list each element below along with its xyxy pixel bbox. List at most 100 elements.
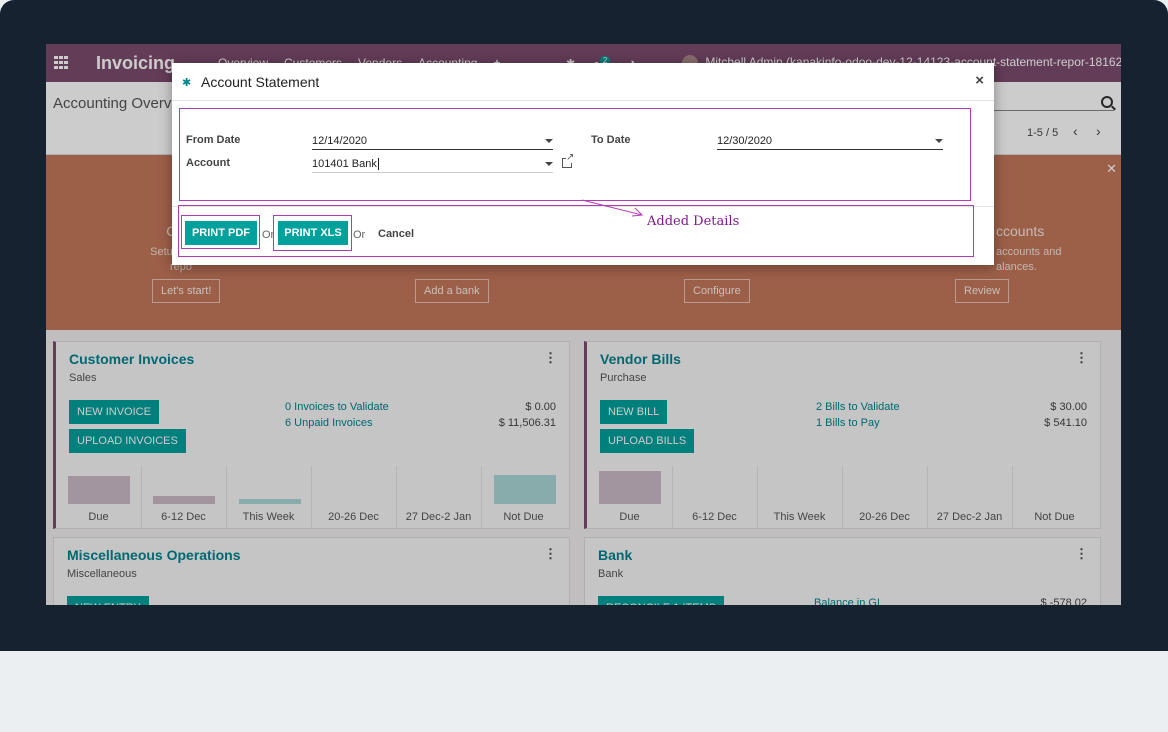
account-statement-dialog: ✱ Account Statement × From Date 12/14/20… <box>172 63 994 265</box>
app-title[interactable]: Invoicing <box>96 53 176 73</box>
aging-graph: Due 6-12 Dec This Week 20-26 Dec 27 Dec-… <box>56 466 569 528</box>
or-text: Or <box>353 229 366 241</box>
amount-to-validate: $ 30.00 <box>1050 401 1087 413</box>
lets-start-button[interactable]: Let's start! <box>152 279 221 303</box>
to-date-label: To Date <box>591 134 631 146</box>
kebab-menu-icon[interactable]: ⋮ <box>1075 546 1088 561</box>
print-xls-button[interactable]: PRINT XLS <box>278 221 348 245</box>
graph-label: Due <box>88 511 109 523</box>
card-title[interactable]: Customer Invoices <box>69 351 195 367</box>
annotation-text: Added Details <box>647 214 740 229</box>
unpaid-invoices-link[interactable]: 6 Unpaid Invoices <box>285 417 373 429</box>
reconcile-button[interactable]: RECONCILE 1 ITEMS <box>598 596 725 605</box>
graph-bar-due[interactable] <box>599 471 661 504</box>
add-bank-button[interactable]: Add a bank <box>415 279 489 303</box>
from-date-value: 12/14/2020 <box>312 135 368 147</box>
kebab-menu-icon[interactable]: ⋮ <box>544 546 557 561</box>
graph-divider <box>481 466 482 528</box>
chevron-down-icon[interactable] <box>545 162 553 166</box>
dialog-header: ✱ Account Statement × <box>172 63 994 101</box>
chevron-left-icon[interactable]: ‹ <box>1073 123 1078 139</box>
step-title: ccounts <box>996 223 1045 239</box>
cancel-button[interactable]: Cancel <box>378 228 415 240</box>
balance-gl-amount: $ -578.02 <box>1040 597 1087 605</box>
bug-icon: ✱ <box>182 77 192 89</box>
graph-divider <box>311 466 312 528</box>
account-label: Account <box>186 157 230 169</box>
graph-bar-6-12-dec[interactable] <box>153 496 215 504</box>
kebab-menu-icon[interactable]: ⋮ <box>1075 350 1088 365</box>
card-subtitle: Purchase <box>600 372 647 384</box>
graph-label: Due <box>619 511 640 523</box>
to-date-field[interactable]: 12/30/2020 <box>717 132 943 150</box>
graph-divider <box>842 466 843 528</box>
onboarding-step-accounts: ccounts accounts and alances. <box>881 223 1111 275</box>
graph-divider <box>141 466 142 528</box>
chevron-down-icon[interactable] <box>545 139 553 143</box>
dialog-footer-divider <box>172 206 994 207</box>
to-date-value: 12/30/2020 <box>717 135 773 147</box>
new-entry-button[interactable]: NEW ENTRY <box>67 596 149 605</box>
invoices-to-validate-link[interactable]: 0 Invoices to Validate <box>285 401 389 413</box>
card-subtitle: Miscellaneous <box>67 568 137 580</box>
balance-gl-link[interactable]: Balance in GL <box>814 597 884 605</box>
dialog-title: Account Statement <box>201 74 320 90</box>
graph-label: This Week <box>242 511 295 523</box>
aging-graph: Due 6-12 Dec This Week 20-26 Dec 27 Dec-… <box>587 466 1100 528</box>
from-date-label: From Date <box>186 134 241 146</box>
pager-value[interactable]: 1-5 / 5 <box>1027 127 1059 139</box>
print-pdf-button[interactable]: PRINT PDF <box>185 221 257 245</box>
account-field[interactable]: 101401 Bank <box>312 155 553 173</box>
card-title[interactable]: Bank <box>598 547 633 563</box>
account-value: 101401 Bank <box>312 158 377 170</box>
search-icon[interactable] <box>1101 96 1113 108</box>
or-text: Or <box>262 229 275 241</box>
graph-label: 27 Dec-2 Jan <box>405 511 472 523</box>
chat-badge: 2 <box>599 56 611 65</box>
amount-to-pay: $ 541.10 <box>1044 417 1087 429</box>
graph-divider <box>672 466 673 528</box>
graph-label: 20-26 Dec <box>328 511 379 523</box>
graph-divider <box>396 466 397 528</box>
amount-to-validate: $ 0.00 <box>525 401 556 413</box>
graph-divider <box>927 466 928 528</box>
kebab-menu-icon[interactable]: ⋮ <box>544 350 557 365</box>
from-date-field[interactable]: 12/14/2020 <box>312 132 553 150</box>
vendor-bills-card: Vendor Bills Purchase ⋮ NEW BILL UPLOAD … <box>584 341 1101 529</box>
new-invoice-button[interactable]: NEW INVOICE <box>69 400 159 424</box>
close-button[interactable]: × <box>975 72 984 89</box>
breadcrumb: Accounting Overv <box>53 95 172 112</box>
annotation-arrow <box>581 199 644 217</box>
card-title[interactable]: Miscellaneous Operations <box>67 547 241 563</box>
graph-divider <box>226 466 227 528</box>
review-button[interactable]: Review <box>955 279 1010 303</box>
step-desc: accounts and alances. <box>996 246 1062 273</box>
upload-invoices-button[interactable]: UPLOAD INVOICES <box>69 429 186 453</box>
chevron-right-icon[interactable]: › <box>1096 123 1101 139</box>
misc-operations-card: Miscellaneous Operations Miscellaneous ⋮… <box>53 537 570 605</box>
bills-to-pay-link[interactable]: 1 Bills to Pay <box>816 417 880 429</box>
graph-label: This Week <box>773 511 826 523</box>
graph-bar-not-due[interactable] <box>494 475 556 504</box>
card-title[interactable]: Vendor Bills <box>600 351 681 367</box>
search-input[interactable] <box>946 110 1114 111</box>
graph-label: Not Due <box>1034 511 1075 523</box>
apps-grid-icon[interactable] <box>54 56 69 70</box>
amount-unpaid: $ 11,506.31 <box>498 417 556 429</box>
external-link-icon[interactable] <box>562 153 575 168</box>
annotation-box-details <box>179 108 971 201</box>
close-icon[interactable]: ✕ <box>1106 161 1117 176</box>
configure-button[interactable]: Configure <box>684 279 750 303</box>
graph-label: Not Due <box>503 511 544 523</box>
annotation-box-pdf <box>181 215 260 249</box>
chevron-down-icon[interactable] <box>935 139 943 143</box>
card-subtitle: Sales <box>69 372 97 384</box>
graph-divider <box>1012 466 1013 528</box>
graph-bar-this-week[interactable] <box>239 499 301 504</box>
graph-bar-due[interactable] <box>68 476 130 504</box>
upload-bills-button[interactable]: UPLOAD BILLS <box>600 429 695 453</box>
annotation-box-xls <box>273 215 352 251</box>
bills-to-validate-link[interactable]: 2 Bills to Validate <box>816 401 900 413</box>
graph-label: 6-12 Dec <box>692 511 737 523</box>
new-bill-button[interactable]: NEW BILL <box>600 400 668 424</box>
